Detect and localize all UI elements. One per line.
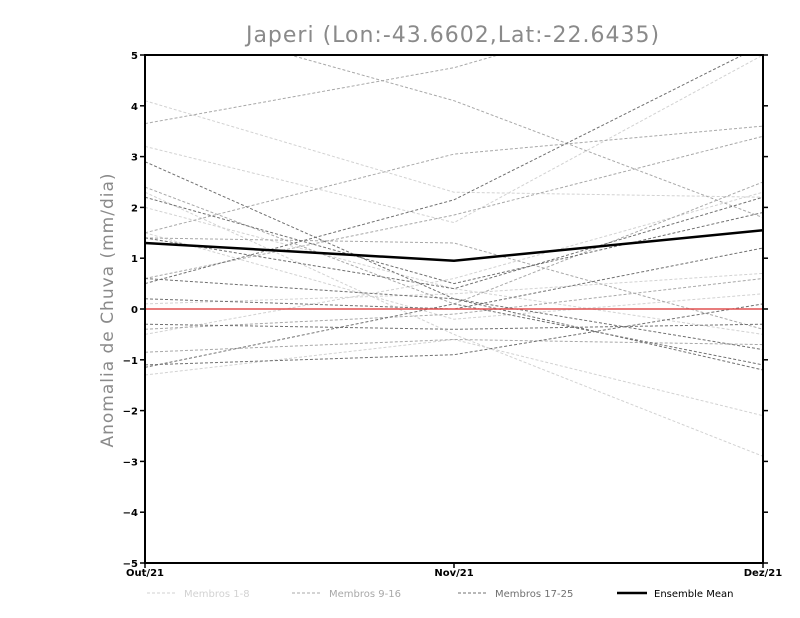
member-line-group2-5 <box>145 237 763 330</box>
member-line-group2-4 <box>145 338 763 353</box>
y-tick-label: 1 <box>131 254 138 265</box>
member-line-group3-1 <box>145 161 763 351</box>
x-tick-label: Out/21 <box>126 568 164 579</box>
member-line-group1-1 <box>145 100 763 198</box>
member-line-group2-1 <box>145 55 500 125</box>
y-tick-label: −3 <box>123 457 138 468</box>
member-line-group1-6 <box>145 232 763 320</box>
y-tick-label: 4 <box>131 102 138 113</box>
member-line-group1-8 <box>145 206 763 335</box>
member-line-group3-8 <box>145 196 763 285</box>
y-tick-label: 3 <box>131 153 138 164</box>
x-axis-ticks: Out/21 Nov/21 Dez/21 <box>126 563 782 579</box>
legend-label: Membros 17-25 <box>495 589 573 600</box>
member-line-group3-3 <box>145 303 763 366</box>
legend: Membros 1-8 Membros 9-16 Membros 17-25 Ense… <box>147 589 733 600</box>
member-line-group3-9 <box>145 303 763 368</box>
member-line-group3-5 <box>145 278 763 371</box>
y-tick-label: −5 <box>123 559 138 570</box>
member-line-group2-7 <box>145 278 763 330</box>
member-line-group2-2 <box>288 55 763 219</box>
x-tick-label: Nov/21 <box>434 568 473 579</box>
member-line-group2-6 <box>145 135 763 279</box>
y-tick-label: −2 <box>123 407 138 418</box>
member-line-group2-3 <box>145 125 763 234</box>
chart-title: Japeri (Lon:-43.6602,Lat:-22.6435) <box>244 23 660 48</box>
y-axis-ticks: −5 −4 −3 −2 −1 0 1 2 3 4 5 <box>123 51 768 570</box>
legend-label: Membros 9-16 <box>329 589 401 600</box>
member-line-group3-6 <box>145 323 763 330</box>
legend-label: Membros 1-8 <box>184 589 250 600</box>
y-tick-label: −1 <box>123 356 138 367</box>
member-line-group1-2 <box>145 55 763 224</box>
y-axis-label: Anomalia de Chuva (mm/dia) <box>98 172 118 447</box>
member-line-group3-7 <box>145 247 763 310</box>
member-line-group1-4 <box>145 338 763 417</box>
legend-label: Ensemble Mean <box>654 589 733 600</box>
member-line-group1-5 <box>145 272 763 305</box>
y-tick-label: 0 <box>131 305 138 316</box>
member-line-group1-7 <box>145 191 763 335</box>
y-tick-label: 5 <box>131 51 138 62</box>
y-tick-label: −4 <box>123 508 138 519</box>
x-tick-label: Dez/21 <box>744 568 783 579</box>
member-line-group1-3 <box>145 191 763 457</box>
plot-lines <box>145 55 763 457</box>
member-line-group3-4 <box>145 196 763 290</box>
y-tick-label: 2 <box>131 203 138 214</box>
member-line-group3-2 <box>145 55 744 285</box>
ensemble-mean-line <box>145 229 763 262</box>
